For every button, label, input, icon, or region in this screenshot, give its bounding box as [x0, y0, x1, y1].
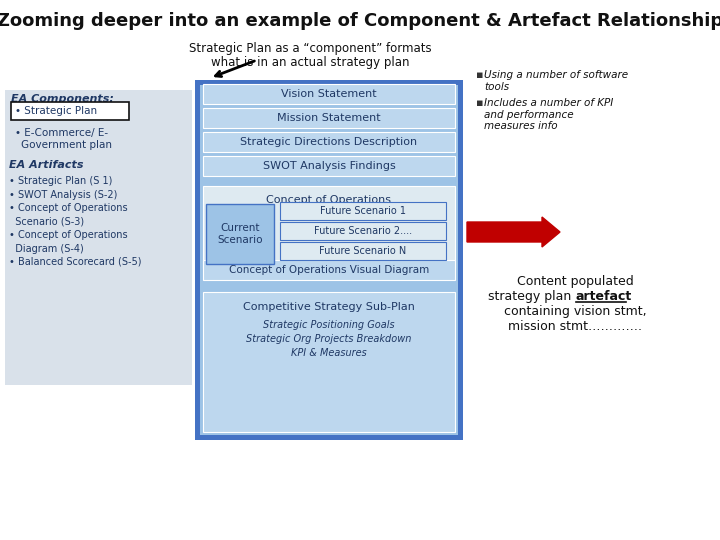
- Text: Current
Scenario: Current Scenario: [217, 223, 263, 245]
- Text: what is in an actual strategy plan: what is in an actual strategy plan: [211, 56, 409, 69]
- Text: • Concept of Operations: • Concept of Operations: [9, 203, 127, 213]
- Text: Strategic Positioning Goals: Strategic Positioning Goals: [264, 320, 395, 330]
- Text: ▪: ▪: [476, 70, 484, 80]
- Text: Mission Statement: Mission Statement: [277, 113, 381, 123]
- FancyBboxPatch shape: [11, 102, 129, 120]
- Text: Strategic Org Projects Breakdown: Strategic Org Projects Breakdown: [246, 334, 412, 344]
- Text: artefact: artefact: [576, 290, 632, 303]
- Text: KPI & Measures: KPI & Measures: [291, 348, 367, 358]
- Polygon shape: [467, 217, 560, 247]
- FancyBboxPatch shape: [280, 222, 446, 240]
- Text: Content populated: Content populated: [517, 275, 634, 288]
- FancyBboxPatch shape: [203, 260, 455, 280]
- Text: Diagram (S-4): Diagram (S-4): [9, 244, 84, 253]
- Text: strategy plan: strategy plan: [487, 290, 575, 303]
- FancyBboxPatch shape: [195, 80, 463, 440]
- Text: • Balanced Scorecard (S-5): • Balanced Scorecard (S-5): [9, 257, 142, 267]
- Text: Future Scenario N: Future Scenario N: [320, 246, 407, 256]
- Text: EA Artifacts: EA Artifacts: [9, 160, 84, 170]
- FancyBboxPatch shape: [203, 292, 455, 432]
- FancyBboxPatch shape: [203, 156, 455, 176]
- FancyBboxPatch shape: [200, 85, 458, 435]
- FancyBboxPatch shape: [203, 84, 455, 104]
- Text: Vision Statement: Vision Statement: [282, 89, 377, 99]
- FancyBboxPatch shape: [206, 204, 274, 264]
- FancyBboxPatch shape: [5, 90, 192, 385]
- FancyBboxPatch shape: [280, 242, 446, 260]
- FancyBboxPatch shape: [203, 186, 455, 268]
- Text: Competitive Strategy Sub-Plan: Competitive Strategy Sub-Plan: [243, 302, 415, 312]
- FancyBboxPatch shape: [280, 202, 446, 220]
- Text: ▪: ▪: [476, 98, 484, 108]
- Text: Future Scenario 1: Future Scenario 1: [320, 206, 406, 216]
- Text: Zooming deeper into an example of Component & Artefact Relationship: Zooming deeper into an example of Compon…: [0, 12, 720, 30]
- Text: EA Components:: EA Components:: [11, 94, 114, 104]
- Text: Using a number of software
tools: Using a number of software tools: [484, 70, 628, 92]
- Text: mission stmt………….: mission stmt………….: [508, 320, 642, 333]
- Text: • Strategic Plan (S 1): • Strategic Plan (S 1): [9, 176, 112, 186]
- Text: Strategic Directions Description: Strategic Directions Description: [240, 137, 418, 147]
- Text: containing vision stmt,: containing vision stmt,: [504, 305, 647, 318]
- Text: Scenario (S-3): Scenario (S-3): [9, 217, 84, 226]
- Text: Strategic Plan as a “component” formats: Strategic Plan as a “component” formats: [189, 42, 431, 55]
- Text: Includes a number of KPI
and performance
measures info: Includes a number of KPI and performance…: [484, 98, 613, 131]
- Text: • SWOT Analysis (S-2): • SWOT Analysis (S-2): [9, 190, 117, 199]
- Text: Concept of Operations Visual Diagram: Concept of Operations Visual Diagram: [229, 265, 429, 275]
- Text: • Strategic Plan: • Strategic Plan: [15, 106, 97, 116]
- FancyBboxPatch shape: [203, 108, 455, 128]
- FancyBboxPatch shape: [203, 132, 455, 152]
- Text: • Concept of Operations: • Concept of Operations: [9, 230, 127, 240]
- Text: Future Scenario 2....: Future Scenario 2....: [314, 226, 412, 236]
- Text: Concept of Operations: Concept of Operations: [266, 195, 392, 205]
- Text: Government plan: Government plan: [21, 140, 112, 150]
- Text: • E-Commerce/ E-: • E-Commerce/ E-: [15, 128, 108, 138]
- Text: SWOT Analysis Findings: SWOT Analysis Findings: [263, 161, 395, 171]
